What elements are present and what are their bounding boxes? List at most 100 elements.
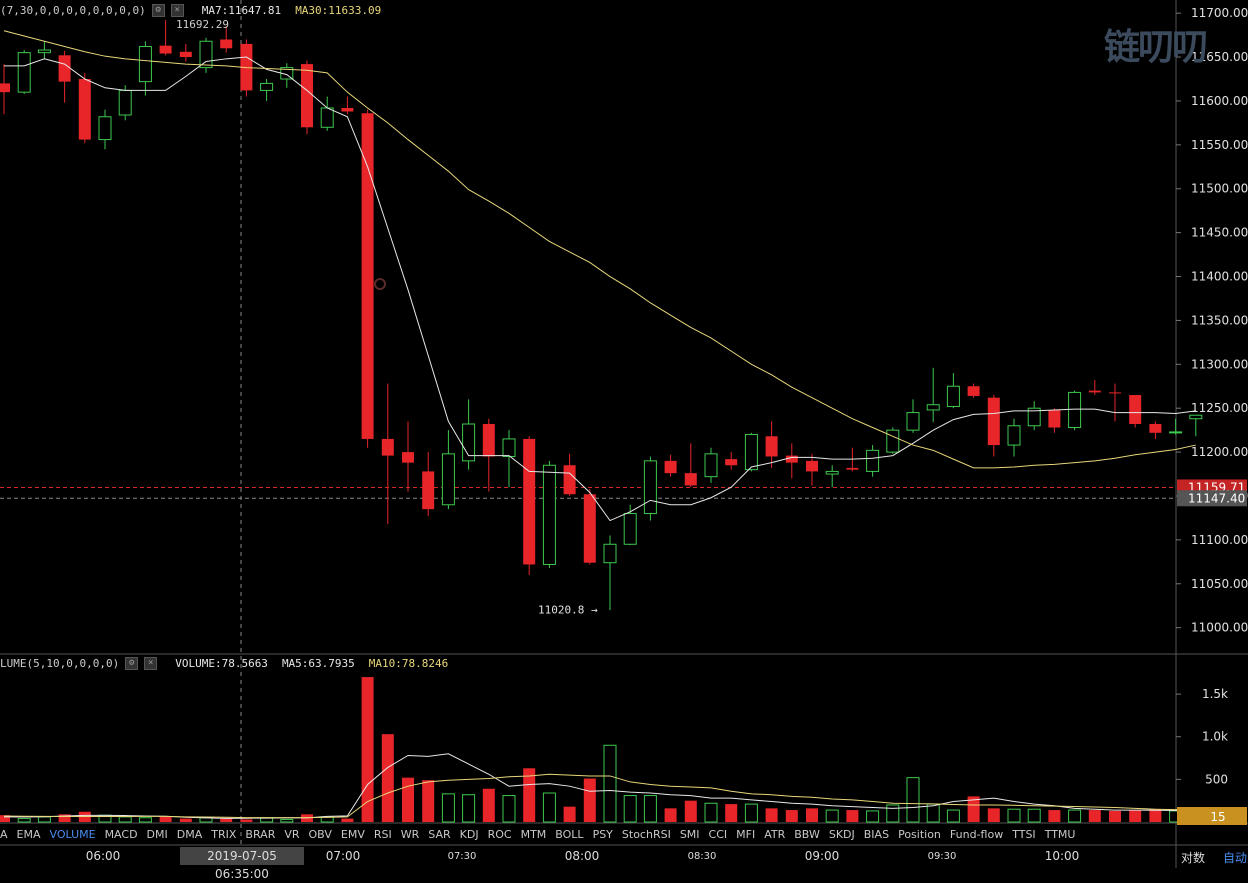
tab-ema[interactable]: EMA [16, 827, 41, 841]
close-icon[interactable]: × [170, 4, 184, 17]
candle-body [78, 79, 91, 140]
tab-fund-flow[interactable]: Fund-flow [949, 827, 1004, 841]
candle-body [664, 460, 677, 474]
candle-body [220, 39, 233, 49]
volume-bar [1129, 810, 1142, 822]
volume-bar [1068, 809, 1082, 823]
tab-atr[interactable]: ATR [764, 827, 786, 841]
time-tick-label: 08:00 [564, 849, 600, 863]
price-line-label-bg [1177, 490, 1247, 507]
tab-boll[interactable]: BOLL [555, 827, 584, 841]
volume-legend-params: LUME(5,10,0,0,0,0) [0, 657, 120, 670]
vol-ma10-legend: MA10:78.8246 [368, 657, 449, 670]
volume-bar [1048, 810, 1061, 822]
tab-position[interactable]: Position [898, 827, 941, 841]
tab-smi[interactable]: SMI [679, 827, 700, 841]
volume-bar [744, 803, 758, 823]
tab-rsi[interactable]: RSI [373, 827, 392, 841]
tab-bias[interactable]: BIAS [863, 827, 890, 841]
volume-bar [643, 795, 657, 823]
volume-bar [1007, 808, 1021, 823]
volume-bar [523, 768, 536, 822]
log-scale-button[interactable]: 对数 [1181, 851, 1206, 865]
price-tick-label: 11400.00 [1191, 270, 1248, 284]
settings-icon[interactable]: ⚙ [151, 4, 165, 17]
tab-vr[interactable]: VR [284, 827, 300, 841]
tab-ttsi[interactable]: TTSI [1012, 827, 1036, 841]
tab-skdj[interactable]: SKDJ [828, 827, 855, 841]
tab-psy[interactable]: PSY [592, 827, 613, 841]
price-tick-label: 11700.00 [1191, 6, 1248, 20]
tab-ttmu[interactable]: TTMU [1044, 827, 1076, 841]
volume-bar [138, 817, 152, 823]
tab-emv[interactable]: EMV [340, 827, 365, 841]
volume-bar [926, 803, 940, 823]
volume-bar [482, 788, 495, 822]
tab-dmi[interactable]: DMI [146, 827, 168, 841]
candle-body [987, 397, 1000, 446]
close-icon[interactable]: × [144, 657, 158, 670]
candle-body [704, 453, 718, 478]
settings-icon[interactable]: ⚙ [125, 657, 139, 670]
tab-brar[interactable]: BRAR [245, 827, 276, 841]
tab-volume[interactable]: VOLUME [49, 827, 96, 841]
candle-body [98, 116, 112, 141]
candle-body [926, 404, 940, 411]
auto-scale-button[interactable]: 自动 [1223, 851, 1248, 865]
time-tick-label: 07:30 [447, 851, 477, 862]
candle-body [320, 107, 334, 128]
candle-body [744, 434, 758, 471]
candle-body [462, 423, 476, 462]
volume-tick-label: 1.5k [1202, 687, 1228, 701]
volume-bar [704, 802, 718, 823]
tab-kdj[interactable]: KDJ [459, 827, 479, 841]
logo: 链叨叨 [1104, 27, 1208, 68]
volume-bar [361, 677, 374, 822]
tab-mfi[interactable]: MFI [736, 827, 756, 841]
tab-sar[interactable]: SAR [428, 827, 451, 841]
volume-tick-label: 1.0k [1202, 730, 1228, 744]
candle-body [1129, 395, 1142, 425]
volume-bar [179, 818, 192, 822]
candle-body [361, 113, 374, 439]
volume-bar [280, 818, 294, 823]
candle-body [402, 452, 414, 463]
volume-current-bg [1177, 807, 1247, 825]
tab-wr[interactable]: WR [400, 827, 420, 841]
tab-obv[interactable]: OBV [308, 827, 332, 841]
candle-body [179, 51, 192, 58]
tab-bbw[interactable]: BBW [794, 827, 820, 841]
volume-bar [846, 810, 859, 822]
volume-tick-label: 500 [1205, 772, 1228, 786]
tab-cci[interactable]: CCI [708, 827, 728, 841]
candle-body [825, 470, 839, 475]
candle-body [785, 455, 798, 463]
candle-body [684, 473, 697, 486]
tab-dma[interactable]: DMA [176, 827, 203, 841]
tab-stochrsi[interactable]: StochRSI [621, 827, 671, 841]
tab-macd[interactable]: MACD [104, 827, 138, 841]
candle-body [17, 52, 31, 93]
volume-bar [1149, 809, 1162, 822]
candle-body [1149, 424, 1162, 433]
tab-trix[interactable]: TRIX [211, 827, 237, 841]
volume-bar [37, 816, 51, 823]
volume-bar [825, 809, 839, 823]
volume-bar [725, 804, 738, 822]
tab-mtm[interactable]: MTM [520, 827, 547, 841]
volume-bar [381, 734, 394, 822]
price-tick-label: 11000.00 [1191, 621, 1248, 635]
ma7-line [4, 56, 1196, 522]
tab-roc[interactable]: ROC [487, 827, 512, 841]
time-tick-label: 09:00 [804, 849, 840, 863]
candle-body [118, 89, 132, 116]
candle-body [967, 386, 980, 396]
volume-bar [220, 818, 233, 822]
volume-bar [17, 818, 31, 823]
candle-body [583, 494, 596, 563]
candle-body [563, 465, 576, 495]
candle-body [866, 449, 880, 472]
tab-a[interactable]: A [0, 827, 8, 841]
price-tick-label: 11550.00 [1191, 138, 1248, 152]
